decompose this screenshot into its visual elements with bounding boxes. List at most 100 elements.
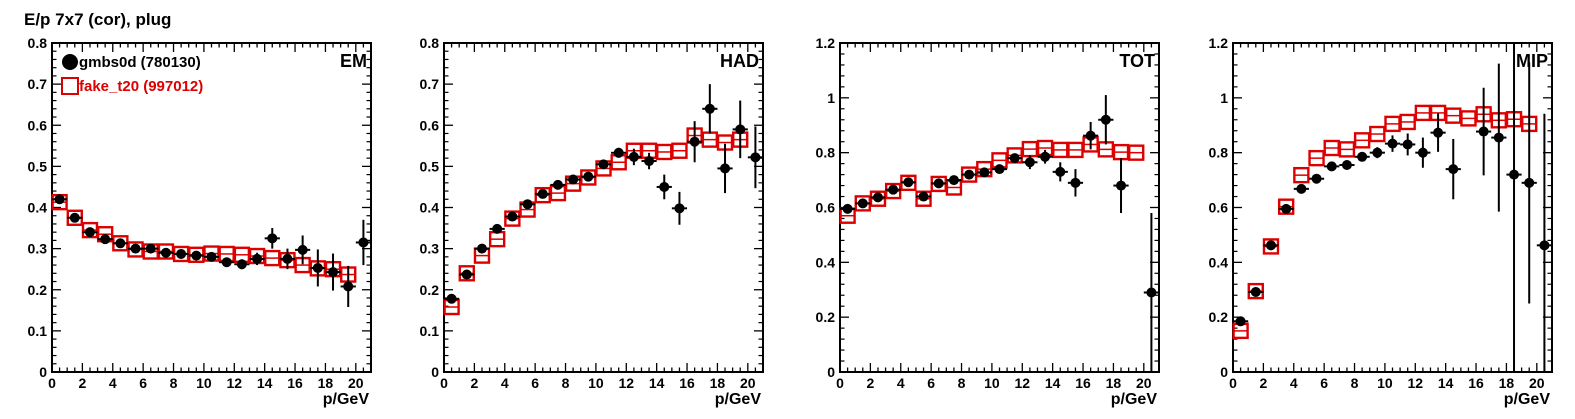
data-point-gmbs0d	[750, 152, 761, 163]
x-tick-label: 4	[897, 375, 905, 391]
data-point-gmbs0d	[84, 227, 95, 238]
y-tick-label: 0.6	[28, 117, 48, 133]
data-point-fake-t20	[458, 265, 475, 282]
data-point-gmbs0d	[507, 211, 518, 222]
data-point-gmbs0d	[613, 147, 624, 158]
data-point-gmbs0d	[267, 233, 278, 244]
data-point-gmbs0d	[160, 247, 171, 258]
x-axis-label: p/GeV	[323, 391, 370, 408]
x-tick-label: 6	[531, 375, 539, 391]
x-tick-label: 2	[78, 375, 86, 391]
x-tick-label: 14	[1045, 375, 1061, 391]
figure-title: E/p 7x7 (cor), plug	[24, 10, 172, 29]
x-tick-label: 4	[109, 375, 117, 391]
y-tick-label: 0.2	[816, 309, 836, 325]
panel-mip: 0 2 4 6 8 10 12 14 16 18 20p/GeV 0 0.2 0.4 0.6 0.8 1 1.2 M…	[1209, 35, 1553, 408]
y-tick-label: 1	[827, 90, 835, 106]
plot-frame	[839, 42, 1160, 373]
x-tick-label: 2	[1259, 375, 1267, 391]
y-tick-label: 0.8	[420, 35, 440, 51]
y-tick-label: 0.6	[1209, 200, 1229, 216]
data-point-gmbs0d	[115, 238, 126, 249]
panel-em: 0 2 4 6 8 10 12 14 16 18 20p/GeV 0 0.1 0.2 0.3 0.4 0.5 0.…	[28, 35, 372, 408]
data-point-gmbs0d	[522, 199, 533, 210]
x-tick-label: 12	[1407, 375, 1423, 391]
data-point-gmbs0d	[948, 175, 959, 186]
data-point-gmbs0d	[252, 253, 263, 264]
data-point-gmbs0d	[1100, 114, 1111, 125]
x-tick-label: 12	[226, 375, 242, 391]
data-point-gmbs0d	[552, 179, 563, 190]
data-point-fake-t20	[1369, 125, 1386, 143]
y-tick-label: 0.6	[816, 200, 836, 216]
legend-marker-fake-t20	[61, 77, 79, 95]
data-point-gmbs0d	[191, 250, 202, 261]
data-point-gmbs0d	[1448, 164, 1459, 175]
data-point-gmbs0d	[689, 136, 700, 147]
x-tick-label: 6	[927, 375, 935, 391]
data-point-gmbs0d	[674, 203, 685, 214]
panel-label: MIP	[1516, 51, 1548, 71]
data-point-gmbs0d	[476, 243, 487, 254]
x-tick-label: 8	[958, 375, 966, 391]
y-tick-label: 1	[1220, 90, 1228, 106]
panel-had: 0 2 4 6 8 10 12 14 16 18 20p/GeV 0 0.1 0.2 0.3 0.4 0.5 0.…	[420, 35, 764, 408]
data-point-fake-t20	[671, 142, 688, 159]
data-point-gmbs0d	[1478, 126, 1489, 137]
data-point-gmbs0d	[1326, 161, 1337, 172]
x-tick-label: 18	[1499, 375, 1515, 391]
data-point-gmbs0d	[1539, 240, 1550, 251]
y-tick-label: 0.7	[420, 76, 440, 92]
x-tick-label: 12	[1014, 375, 1030, 391]
x-tick-label: 10	[196, 375, 212, 391]
x-axis-label: p/GeV	[715, 391, 762, 408]
x-tick-label: 4	[501, 375, 509, 391]
data-point-gmbs0d	[221, 257, 232, 268]
data-point-fake-t20	[1293, 166, 1310, 184]
data-point-gmbs0d	[236, 259, 247, 270]
data-point-gmbs0d	[100, 234, 111, 245]
y-tick-label: 1.2	[816, 35, 836, 51]
panel-label: TOT	[1119, 51, 1155, 71]
data-point-gmbs0d	[537, 188, 548, 199]
data-point-gmbs0d	[1433, 127, 1444, 138]
data-point-gmbs0d	[872, 192, 883, 203]
x-tick-label: 20	[348, 375, 364, 391]
data-point-gmbs0d	[1040, 151, 1051, 162]
data-point-fake-t20	[1308, 149, 1325, 167]
x-tick-label: 10	[984, 375, 1000, 391]
x-tick-label: 2	[866, 375, 874, 391]
data-point-gmbs0d	[312, 262, 323, 273]
data-point-gmbs0d	[297, 244, 308, 255]
data-point-gmbs0d	[358, 237, 369, 248]
data-point-fake-t20	[1128, 144, 1145, 161]
data-point-gmbs0d	[69, 212, 80, 223]
y-tick-label: 0.5	[28, 158, 48, 174]
x-tick-label: 0	[48, 375, 56, 391]
x-tick-label: 16	[1468, 375, 1484, 391]
x-tick-label: 20	[1136, 375, 1152, 391]
y-tick-label: 1.2	[1209, 35, 1229, 51]
data-point-gmbs0d	[1524, 177, 1535, 188]
x-tick-label: 8	[170, 375, 178, 391]
y-tick-label: 0.1	[420, 323, 440, 339]
data-point-fake-t20	[1399, 113, 1416, 131]
data-point-gmbs0d	[1372, 147, 1383, 158]
data-point-gmbs0d	[583, 171, 594, 182]
data-point-gmbs0d	[598, 159, 609, 170]
data-point-fake-t20	[1262, 238, 1280, 255]
data-point-gmbs0d	[918, 191, 929, 202]
data-point-gmbs0d	[1116, 180, 1127, 191]
y-tick-label: 0.4	[420, 200, 440, 216]
data-point-gmbs0d	[1024, 157, 1035, 168]
x-tick-label: 8	[562, 375, 570, 391]
legend-marker-gmbs0d	[62, 54, 78, 70]
x-tick-label: 10	[1377, 375, 1393, 391]
x-axis-label: p/GeV	[1504, 391, 1551, 408]
y-tick-label: 0	[1220, 364, 1228, 380]
x-tick-label: 10	[588, 375, 604, 391]
y-tick-label: 0.4	[816, 254, 836, 270]
data-point-gmbs0d	[1235, 316, 1246, 327]
panel-tot: 0 2 4 6 8 10 12 14 16 18 20p/GeV 0 0.2 0.4 0.6 0.8 1 1.2 T…	[816, 35, 1160, 408]
y-tick-label: 0.8	[28, 35, 48, 51]
